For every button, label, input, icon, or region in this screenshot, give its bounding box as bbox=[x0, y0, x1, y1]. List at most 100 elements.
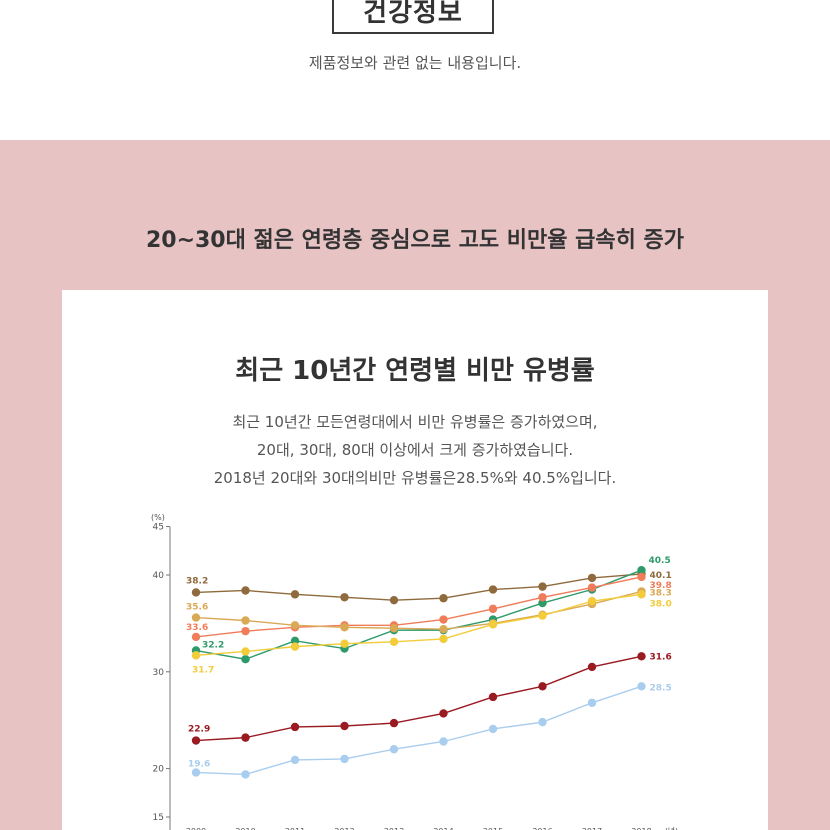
series-7-point-2012 bbox=[340, 754, 349, 764]
series-5-point-2010 bbox=[241, 647, 250, 656]
series-1-data-label-2018: 40.1 bbox=[650, 571, 672, 581]
series-7-data-label-2009: 19.6 bbox=[188, 759, 210, 769]
series-1-point-2011 bbox=[290, 590, 300, 599]
y-tick-label-20: 20 bbox=[153, 765, 165, 775]
series-4-line bbox=[195, 590, 642, 630]
series-1-point-2016 bbox=[538, 582, 547, 591]
y-tick-label-45: 45 bbox=[153, 523, 164, 533]
series-6-point-2018 bbox=[637, 652, 646, 661]
series-6-point-2009 bbox=[191, 736, 201, 745]
series-2-point-2010 bbox=[241, 655, 250, 664]
series-6-data-label-2018: 31.6 bbox=[650, 652, 672, 662]
x-tick-label-2009: 2009 bbox=[186, 827, 206, 830]
series-4-point-2010 bbox=[241, 616, 250, 625]
series-5-point-2012 bbox=[340, 639, 349, 648]
chart-card: 최근 10년간 연령별 비만 유병률 최근 10년간 모든연령대에서 비만 유병… bbox=[62, 290, 768, 830]
series-5-point-2011 bbox=[290, 642, 300, 651]
series-1-point-2013 bbox=[389, 595, 399, 605]
series-6-point-2013 bbox=[389, 718, 399, 728]
series-5-point-2009 bbox=[191, 651, 201, 660]
x-tick-label-2015: 2015 bbox=[483, 827, 503, 830]
top-section: 건강정보 제품정보와 관련 없는 내용입니다. bbox=[0, 0, 830, 140]
x-tick-label-2010: 2010 bbox=[235, 827, 255, 830]
series-4-point-2011 bbox=[290, 621, 300, 630]
series-4-point-2013 bbox=[389, 624, 399, 633]
series-7-point-2013 bbox=[389, 745, 399, 754]
chart-description: 최근 10년간 모든연령대에서 비만 유병률은 증가하였으며, 20대, 30대… bbox=[62, 408, 768, 492]
series-1-data-label-2009: 38.2 bbox=[186, 576, 208, 586]
series-1-point-2015 bbox=[488, 585, 498, 594]
series-4-point-2012 bbox=[340, 623, 349, 632]
series-3-point-2016 bbox=[538, 593, 547, 602]
series-4-data-label-2009: 35.6 bbox=[186, 603, 208, 613]
series-7-point-2014 bbox=[439, 737, 448, 746]
x-tick-label-2012: 2012 bbox=[334, 827, 354, 830]
series-2-line bbox=[195, 569, 642, 660]
x-tick-label-2018: 2018 bbox=[631, 827, 651, 830]
description-line-3: 2018년 20대와 30대의비만 유병률은28.5%와 40.5%입니다. bbox=[213, 469, 617, 487]
description-line-2: 20대, 30대, 80대 이상에서 크게 증가하였습니다. bbox=[256, 441, 574, 459]
series-2-point-2011 bbox=[290, 636, 300, 646]
series-4-data-label-2018: 38.3 bbox=[650, 588, 672, 598]
chart-title: 최근 10년간 연령별 비만 유병률 bbox=[235, 356, 595, 386]
series-5-point-2017 bbox=[587, 596, 597, 606]
series-3-point-2018 bbox=[637, 572, 646, 582]
series-6-point-2010 bbox=[241, 733, 250, 742]
series-6-point-2016 bbox=[538, 682, 547, 691]
series-6-data-label-2009: 22.9 bbox=[188, 725, 210, 735]
series-2-point-2018 bbox=[637, 565, 646, 575]
y-axis-unit-label: (%) bbox=[151, 513, 165, 522]
series-5-data-label-2009: 31.7 bbox=[192, 665, 214, 675]
series-6-point-2012 bbox=[340, 721, 349, 731]
x-tick-label-2014: 2014 bbox=[433, 827, 453, 830]
x-tick-label-2011: 2011 bbox=[285, 827, 305, 830]
series-6-point-2017 bbox=[587, 662, 597, 672]
series-6-line bbox=[195, 655, 642, 742]
series-3-data-label-2009: 33.6 bbox=[186, 623, 208, 633]
series-6-point-2011 bbox=[290, 722, 300, 732]
series-5-point-2013 bbox=[389, 637, 399, 646]
series-1-point-2009 bbox=[191, 588, 201, 597]
series-7-point-2018 bbox=[637, 682, 646, 691]
y-tick-label-40: 40 bbox=[153, 571, 165, 581]
series-1-point-2010 bbox=[241, 586, 250, 595]
series-1-point-2014 bbox=[439, 594, 448, 603]
series-2-data-label-2018: 40.5 bbox=[649, 556, 671, 566]
series-2-point-2016 bbox=[538, 598, 547, 608]
series-3-point-2015 bbox=[488, 604, 498, 614]
series-5-point-2014 bbox=[439, 634, 448, 644]
series-2-data-label-2009: 32.2 bbox=[202, 641, 224, 651]
notice-text: 제품정보와 관련 없는 내용입니다. bbox=[308, 54, 522, 72]
series-7-point-2017 bbox=[587, 698, 597, 707]
y-tick-label-30: 30 bbox=[153, 668, 165, 678]
series-3-point-2017 bbox=[587, 583, 597, 592]
x-tick-label-2013: 2013 bbox=[384, 827, 404, 830]
series-1-point-2017 bbox=[587, 573, 597, 583]
series-6-point-2015 bbox=[488, 692, 498, 702]
x-tick-label-2016: 2016 bbox=[532, 827, 552, 830]
series-7-point-2016 bbox=[538, 717, 547, 727]
series-7-point-2009 bbox=[191, 768, 201, 777]
series-1-line bbox=[195, 573, 642, 601]
series-4-point-2014 bbox=[439, 625, 448, 634]
series-3-point-2014 bbox=[439, 615, 448, 624]
series-5-data-label-2018: 38.0 bbox=[650, 599, 672, 609]
series-7-point-2010 bbox=[241, 770, 250, 779]
x-axis-unit-label: (년) bbox=[665, 826, 679, 830]
series-4-point-2009 bbox=[191, 613, 201, 622]
health-info-badge: 건강정보 bbox=[332, 0, 494, 34]
series-7-point-2011 bbox=[290, 755, 300, 765]
x-tick-label-2017: 2017 bbox=[582, 827, 602, 830]
series-3-point-2010 bbox=[241, 626, 250, 636]
series-7-data-label-2018: 28.5 bbox=[650, 683, 672, 693]
description-line-1: 최근 10년간 모든연령대에서 비만 유병률은 증가하였으며, bbox=[232, 413, 598, 431]
series-7-line bbox=[195, 685, 642, 776]
series-7-point-2015 bbox=[488, 724, 498, 734]
section-headline: 20~30대 젊은 연령층 중심으로 고도 비만율 급속히 증가 bbox=[145, 228, 685, 253]
series-1-point-2012 bbox=[340, 593, 349, 602]
y-tick-label-15: 15 bbox=[153, 813, 164, 823]
series-5-line bbox=[195, 593, 642, 657]
series-5-point-2018 bbox=[637, 590, 646, 599]
series-3-data-label-2018: 39.8 bbox=[650, 581, 672, 591]
